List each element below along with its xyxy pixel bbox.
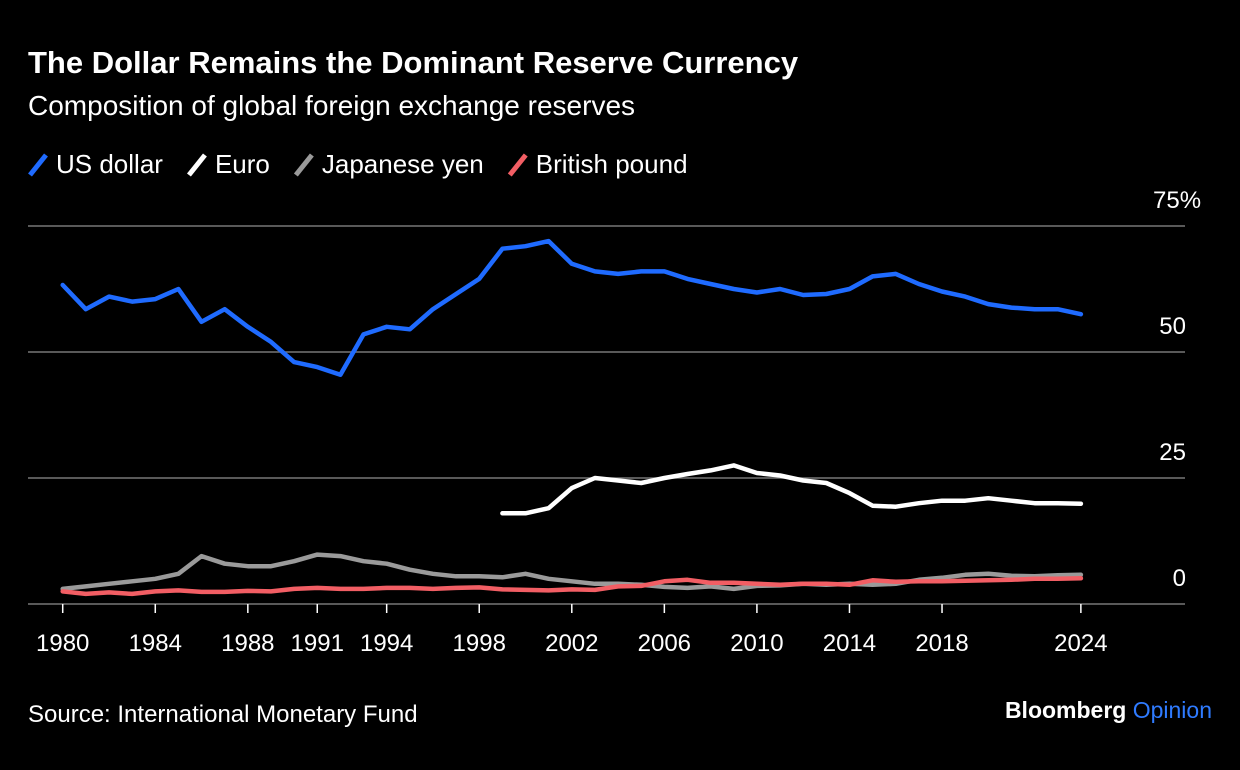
x-tick-label: 2018 [915,630,968,657]
legend-label: British pound [536,149,688,179]
x-tick-label: 1980 [36,630,89,657]
x-tick-label: 2006 [638,630,691,657]
x-tick-label: 1998 [453,630,506,657]
legend-swatch [28,153,48,177]
y-tick-label: 25 [1159,439,1186,466]
legend-label: Euro [215,149,270,179]
x-tick-label: 1984 [129,630,182,657]
series-line [60,552,1084,592]
legend-swatch [186,153,207,177]
x-tick-label: 1988 [221,630,274,657]
x-tick-label: 2024 [1054,630,1107,657]
chart-subtitle: Composition of global foreign exchange r… [28,90,635,121]
legend-label: Japanese yen [322,149,484,179]
y-tick-label: 75% [1153,187,1201,214]
series-line [60,238,1084,377]
x-tick-label: 1991 [291,630,344,657]
brand-name: Bloomberg [1005,697,1126,723]
series-line [500,463,1084,516]
x-tick-label: 2002 [545,630,598,657]
chart-title: The Dollar Remains the Dominant Reserve … [28,45,799,80]
legend-swatch [507,153,528,177]
y-tick-label: 50 [1159,313,1186,340]
source: Source: International Monetary Fund [28,701,418,728]
y-tick-label: 0 [1173,565,1186,592]
series-line [60,576,1084,597]
x-tick-label: 2010 [730,630,783,657]
legend-label: US dollar [56,149,163,179]
x-tick-label: 2014 [823,630,876,657]
x-tick-label: 1994 [360,630,413,657]
brand: Bloomberg Opinion [1005,697,1212,723]
legend-swatch [293,153,314,177]
brand-suffix: Opinion [1133,697,1212,723]
